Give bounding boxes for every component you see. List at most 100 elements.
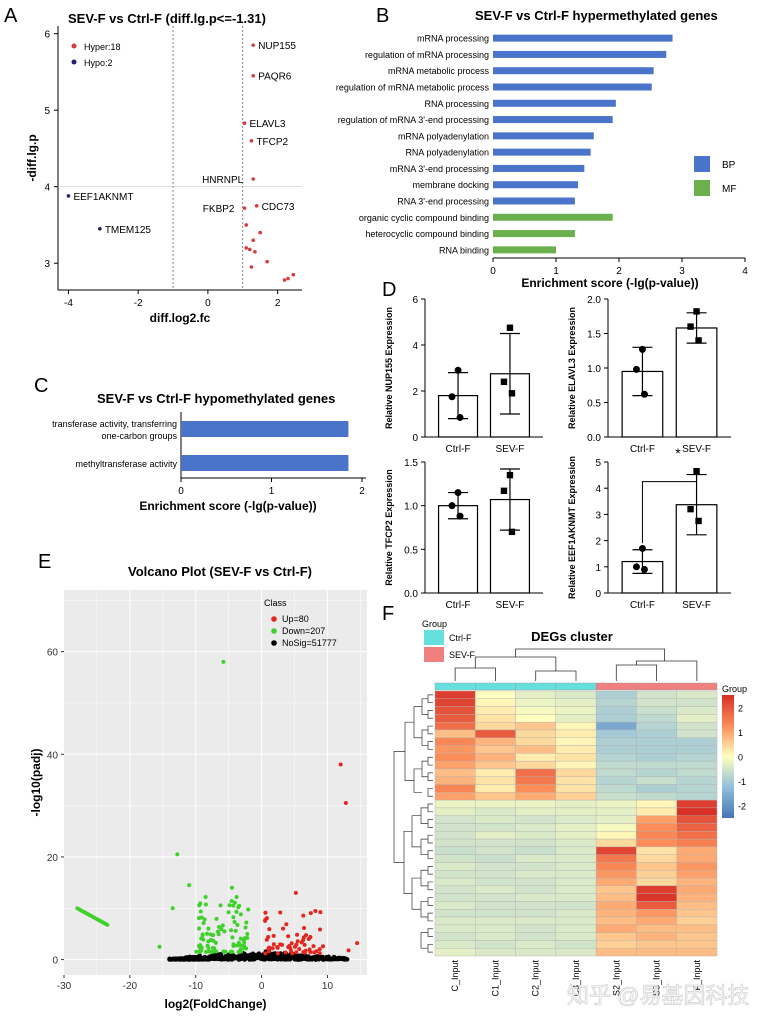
data-point	[306, 937, 311, 942]
y-tick-label: 0.5	[587, 399, 601, 410]
heatmap-cell	[636, 823, 677, 832]
heatmap-cell	[434, 924, 476, 933]
heatmap-cell	[434, 870, 476, 879]
legend-swatch	[694, 180, 710, 196]
heatmap-cell	[434, 745, 476, 754]
heatmap-cell	[475, 792, 516, 801]
heatmap-cell	[595, 831, 637, 840]
data-point	[210, 945, 215, 950]
row-dendrogram	[427, 725, 433, 735]
heatmap-cell	[676, 729, 718, 738]
heatmap-cell	[636, 815, 677, 824]
legend-label: Up=80	[282, 614, 309, 624]
significance-bracket	[641, 468, 698, 544]
heatmap-cell	[555, 948, 597, 957]
data-point	[295, 939, 300, 944]
category-label: RNA 3'-end processing	[397, 197, 489, 207]
heatmap-cell	[434, 901, 476, 910]
color-scale-label: 1	[738, 728, 743, 738]
y-tick-label: 1.0	[587, 364, 601, 375]
heatmap-cell	[475, 846, 516, 855]
row-dendrogram	[427, 819, 433, 828]
heatmap-cell	[475, 815, 516, 824]
data-point	[229, 898, 234, 903]
category-label: mRNA polyadenylation	[398, 131, 489, 141]
color-scale-label: 2	[738, 703, 743, 713]
row-dendrogram	[427, 741, 433, 750]
y-tick-label: 5	[44, 106, 50, 117]
data-point	[194, 949, 199, 954]
data-point	[244, 955, 250, 960]
replicate-point	[500, 487, 508, 495]
data-point	[211, 938, 216, 943]
category-label: regulation of mRNA 3'-end processing	[338, 115, 489, 125]
y-axis-label: -log10(padj)	[29, 748, 43, 816]
row-dendrogram	[427, 756, 433, 766]
x-tick-label: 0	[259, 981, 265, 992]
color-scale-label: 0	[738, 753, 743, 763]
legend-swatch	[694, 156, 710, 172]
heatmap-cell	[515, 776, 557, 785]
heatmap-cell	[636, 916, 677, 926]
y-axis-label: -diff.lg.p	[25, 134, 39, 181]
heatmap-cell	[595, 784, 637, 793]
data-point	[202, 917, 207, 922]
heatmap-cell	[434, 862, 476, 871]
point-label: NUP155	[258, 41, 296, 52]
heatmap-cell	[515, 948, 557, 957]
heatmap-cell	[595, 729, 637, 738]
data-point	[206, 926, 211, 931]
heatmap-cell	[636, 854, 677, 863]
legend-swatch	[424, 630, 444, 645]
bar	[493, 164, 585, 172]
column-label: C3_Input	[571, 960, 581, 997]
heatmap-cell	[676, 838, 718, 848]
replicate-point	[640, 390, 648, 398]
heatmap-cell	[555, 799, 597, 809]
x-axis-label: Enrichment score (-lg(p-value))	[139, 499, 316, 513]
data-point	[286, 934, 291, 939]
y-axis-label: Relative EEF1AKNMT Expression	[567, 456, 577, 599]
data-point	[192, 956, 197, 961]
heatmap-cell	[636, 948, 677, 957]
heatmap-cell	[475, 721, 516, 731]
heatmap-cell	[434, 753, 476, 762]
heatmap-cell	[555, 846, 597, 855]
heatmap-cell	[595, 768, 637, 777]
heatmap-cell	[595, 909, 637, 918]
column-label: S3_Input	[652, 960, 662, 997]
x-tick-label: SEV-F	[682, 444, 711, 455]
data-point	[230, 935, 235, 940]
heatmap-cell	[555, 690, 597, 699]
data-point	[203, 902, 208, 907]
data-point	[232, 919, 237, 924]
bar	[493, 213, 613, 221]
heatmap-cell	[555, 901, 597, 910]
data-point	[292, 957, 297, 962]
heatmap-cell	[636, 784, 677, 793]
data-point	[278, 956, 283, 962]
heatmap-cell	[636, 846, 677, 855]
heatmap-cell	[595, 721, 637, 731]
heatmap-cell	[434, 909, 476, 918]
heatmap-cell	[555, 916, 597, 926]
heatmap-cell	[475, 784, 516, 793]
heatmap-cell	[434, 838, 476, 848]
heatmap-cell	[555, 706, 597, 715]
heatmap-cell	[676, 854, 718, 863]
heatmap-cell	[434, 776, 476, 785]
heatmap-cell	[595, 924, 637, 933]
y-tick-label: 2.0	[587, 295, 601, 306]
row-dendrogram	[427, 928, 433, 937]
heatmap-cell	[475, 706, 516, 715]
bar	[181, 455, 349, 471]
data-point	[249, 265, 254, 269]
heatmap-cell	[595, 901, 637, 910]
color-scale-label: -1	[738, 777, 746, 787]
row-dendrogram	[420, 901, 428, 918]
category-label: membrane docking	[412, 180, 489, 190]
heatmap-cell	[515, 737, 557, 746]
y-tick-label: 1.5	[404, 458, 418, 469]
y-tick-label: 4	[44, 183, 50, 194]
panel-letter-E: E	[38, 551, 51, 573]
